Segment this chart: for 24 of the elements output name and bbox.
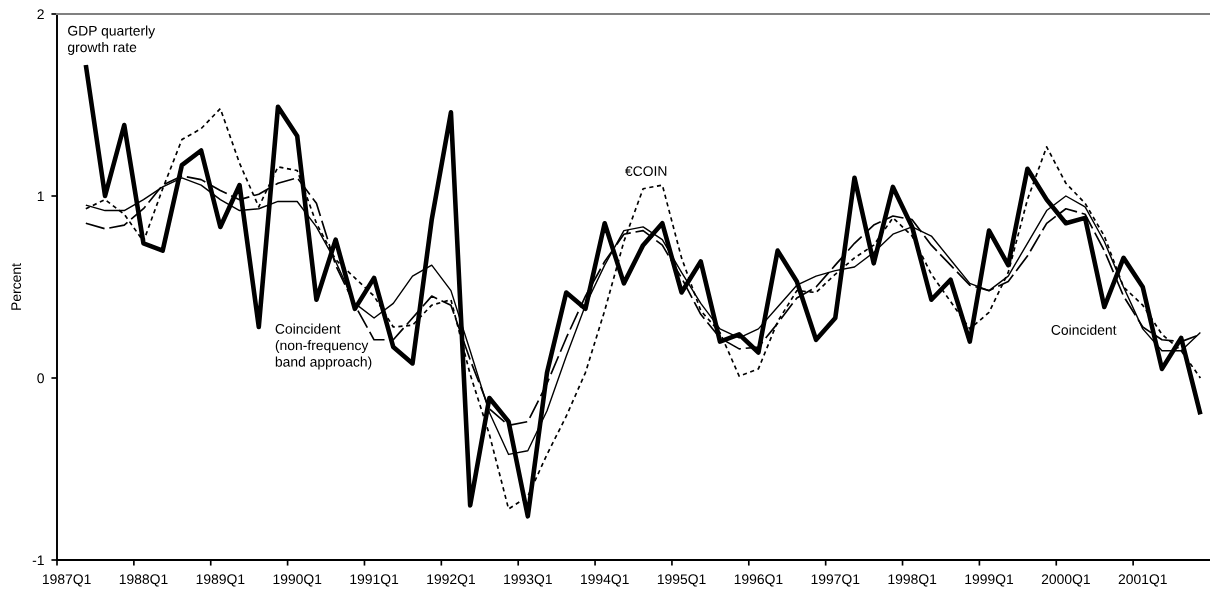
x-tick-label: 1997Q1 — [811, 574, 860, 587]
x-tick-label: 1988Q1 — [119, 574, 168, 587]
x-tick-label: 1987Q1 — [42, 574, 91, 587]
x-tick-label: 1991Q1 — [350, 574, 399, 587]
y-axis-title: Percent — [11, 263, 22, 310]
x-tick-label: 2000Q1 — [1041, 574, 1090, 587]
y-tick-label: 0 — [37, 373, 44, 384]
x-tick-label: 1989Q1 — [196, 574, 245, 587]
y-tick-label: 1 — [37, 191, 44, 202]
x-tick-label: 1994Q1 — [581, 574, 629, 587]
series-label: GDP quarterly growth rate — [67, 25, 156, 55]
x-tick-label: 1996Q1 — [734, 574, 783, 587]
series-label: €COIN — [625, 166, 667, 176]
x-tick-label: 1992Q1 — [427, 574, 475, 587]
x-tick-label: 1998Q1 — [888, 574, 937, 587]
y-tick-label: -1 — [32, 555, 44, 566]
series-label: Coincident (non-frequency band approach) — [275, 323, 372, 370]
x-tick-label: 1995Q1 — [657, 574, 706, 587]
series-label: Coincident — [1051, 324, 1117, 335]
x-tick-label: 1990Q1 — [273, 574, 322, 587]
y-tick-label: 2 — [37, 9, 44, 20]
x-tick-label: 2001Q1 — [1118, 574, 1167, 587]
x-tick-label: 1993Q1 — [504, 574, 552, 587]
x-tick-label: 1999Q1 — [965, 574, 1014, 587]
